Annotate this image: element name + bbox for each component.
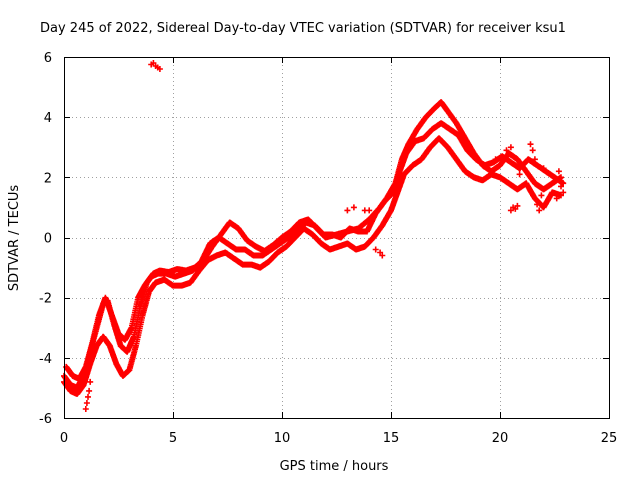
chart-title: Day 245 of 2022, Sidereal Day-to-day VTE… — [40, 21, 566, 36]
series-markers — [61, 60, 567, 412]
y-tick-label: 0 — [44, 232, 52, 247]
y-tick-label: 6 — [44, 51, 52, 66]
x-tick-label: 0 — [60, 431, 68, 446]
data-points — [61, 60, 567, 412]
x-tick-label: 25 — [601, 431, 618, 446]
y-tick-label: -2 — [39, 292, 52, 307]
y-tick-label: -4 — [39, 352, 52, 367]
x-tick-label: 10 — [274, 431, 291, 446]
y-axis-label: SDTVAR / TECUs — [7, 185, 22, 292]
y-tick-label: 4 — [44, 111, 52, 126]
x-tick-label: 5 — [169, 431, 177, 446]
y-tick-label: -6 — [39, 412, 52, 427]
x-axis-label: GPS time / hours — [280, 459, 389, 474]
x-tick-label: 20 — [492, 431, 509, 446]
plot-frame — [64, 57, 610, 419]
x-tick-label: 15 — [383, 431, 400, 446]
y-tick-label: 2 — [44, 171, 52, 186]
